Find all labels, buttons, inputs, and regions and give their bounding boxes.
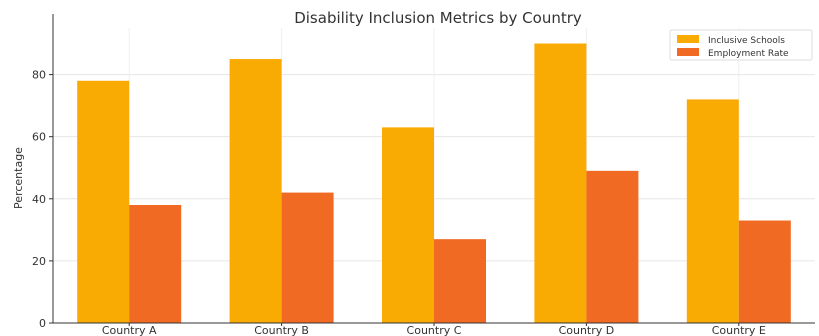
y-tick-label: 20: [32, 255, 46, 268]
x-tick-label: Country B: [254, 324, 309, 336]
legend-label: Employment Rate: [708, 49, 789, 59]
legend-label: Inclusive Schools: [708, 36, 785, 46]
x-tick-label: Country E: [712, 324, 766, 336]
legend-swatch: [677, 48, 699, 56]
bar-inclusive-schools: [77, 80, 130, 323]
x-tick-label: Country C: [407, 324, 462, 336]
x-tick-label: Country A: [102, 324, 157, 336]
legend: Inclusive Schools Employment Rate: [669, 29, 813, 61]
y-tick-label: 0: [39, 317, 46, 330]
bar-employment-rate: [281, 192, 334, 323]
y-tick-label: 60: [32, 131, 46, 144]
bars: [77, 43, 791, 324]
axes: 0 20 40 60 80 Country A Country B Country C Coun…: [32, 14, 815, 336]
y-tick-label: 80: [32, 69, 46, 82]
bar-employment-rate: [434, 239, 486, 323]
chart-title: Disability Inclusion Metrics by Country: [294, 9, 582, 27]
bar-inclusive-schools: [382, 127, 434, 323]
bar-employment-rate: [738, 220, 791, 323]
bar-inclusive-schools: [534, 43, 587, 324]
y-tick-label: 40: [32, 193, 46, 206]
bar-inclusive-schools: [229, 59, 282, 323]
bar-employment-rate: [129, 205, 182, 323]
legend-swatch: [677, 35, 699, 43]
bar-inclusive-schools: [686, 99, 739, 323]
x-tick-label: Country D: [559, 324, 615, 336]
y-axis-label: Percentage: [12, 147, 25, 209]
bar-employment-rate: [586, 170, 639, 323]
legend-box: [669, 29, 813, 61]
